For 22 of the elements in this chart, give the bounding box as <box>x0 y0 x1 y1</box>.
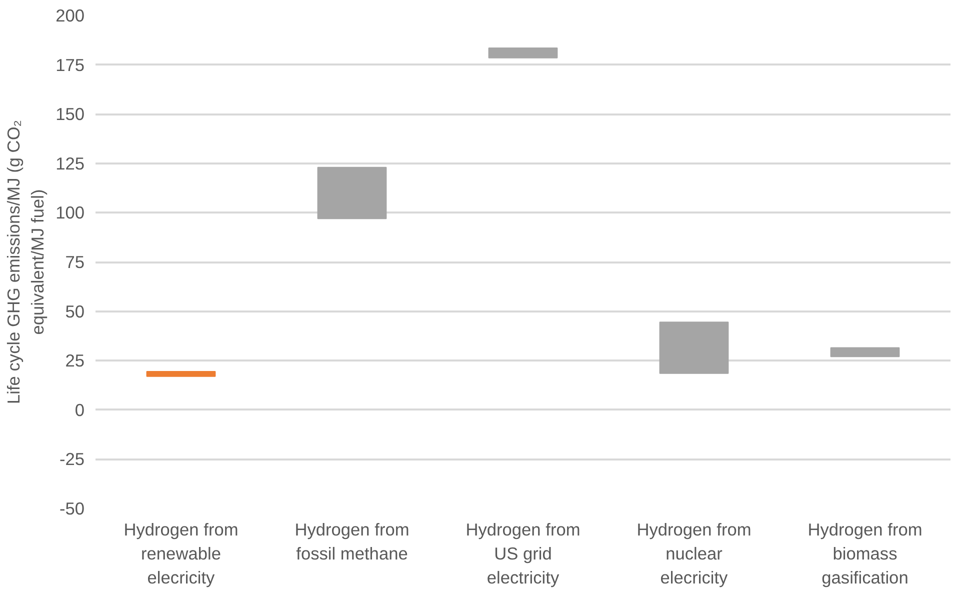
y-tick-label: 75 <box>65 252 85 272</box>
bar <box>659 322 729 374</box>
y-tick-label: 100 <box>56 202 85 223</box>
y-tick-label: 25 <box>65 350 85 371</box>
y-tick-label: 175 <box>56 54 85 75</box>
bar <box>488 48 558 58</box>
x-tick-label: Hydrogen from renewable elecricity <box>124 520 238 588</box>
x-tick-label: Hydrogen from US grid electricity <box>466 520 580 588</box>
y-axis-title: Life cycle GHG emissions/MJ (g CO₂ equivalent/MJ fuel) <box>4 120 48 404</box>
y-tick-label: 150 <box>56 104 85 124</box>
y-tick-label: -50 <box>59 498 84 518</box>
x-tick-label: Hydrogen from fossil methane <box>294 520 410 564</box>
x-tick-label: Hydrogen from nuclear elecricity <box>636 520 752 588</box>
y-tick-label: 125 <box>56 153 85 174</box>
bar <box>830 347 900 358</box>
y-tick-label: 0 <box>74 400 85 420</box>
y-tick-label: -25 <box>59 449 84 470</box>
y-tick-label: 200 <box>56 6 85 26</box>
bar <box>146 370 216 377</box>
bar <box>317 166 387 220</box>
y-tick-label: 50 <box>65 301 85 322</box>
x-tick-label: Hydrogen from biomass gasification <box>808 520 922 588</box>
